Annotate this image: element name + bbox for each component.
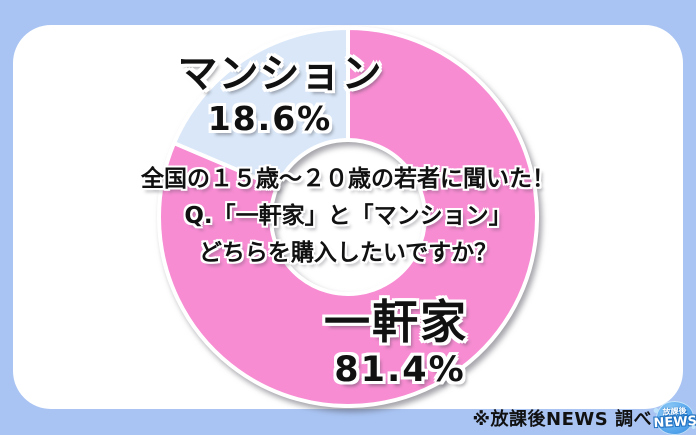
chart-slice-1 bbox=[172, 26, 350, 189]
slice-label-house: 一軒家 bbox=[324, 295, 468, 349]
chart-slice-0 bbox=[157, 26, 539, 408]
question-line-3: どちらを購入したいですか？ bbox=[198, 240, 498, 266]
slice-percent-mansion: 18.6% bbox=[207, 99, 333, 138]
chart-question: 全国の１５歳～２０歳の若者に聞いた！ Q.「一軒家」と「マンション」 どちらを購… bbox=[0, 161, 696, 272]
slice-label-mansion: マンション bbox=[177, 51, 383, 97]
source-credit: ※放課後NEWS 調べ bbox=[472, 409, 652, 430]
donut-slices bbox=[157, 26, 539, 408]
question-line-2: Q.「一軒家」と「マンション」 bbox=[184, 203, 512, 229]
slice-percent-house: 81.4% bbox=[334, 350, 466, 390]
logo-text-news: NEWS bbox=[653, 413, 696, 432]
question-line-1: 全国の１５歳～２０歳の若者に聞いた！ bbox=[141, 166, 555, 192]
